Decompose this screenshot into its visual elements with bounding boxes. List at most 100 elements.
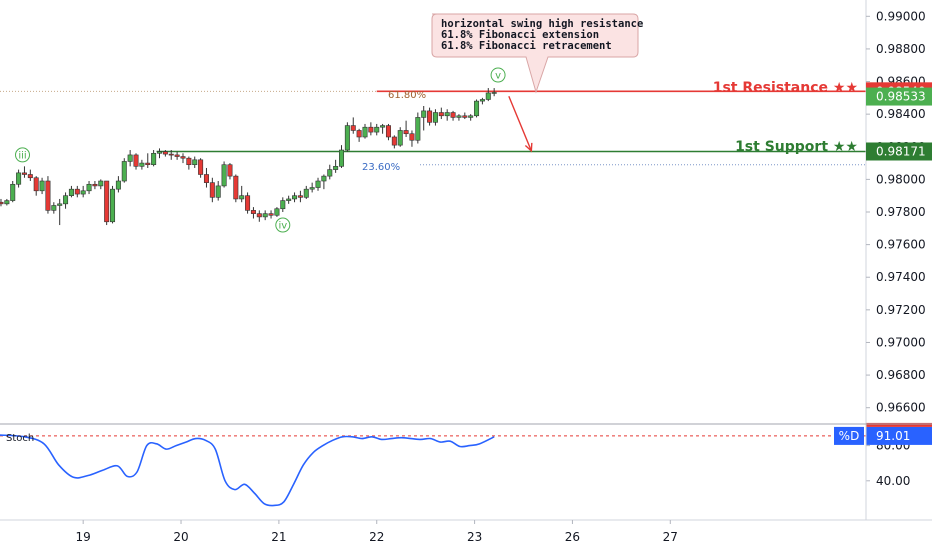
candle-body-77 xyxy=(450,112,456,118)
candle-body-73 xyxy=(427,110,433,123)
wave-circle-0 xyxy=(15,147,31,163)
candle-body-56 xyxy=(327,169,333,177)
stoch-label: Stoch xyxy=(6,433,34,444)
stoch-ref-badge-strip xyxy=(866,422,932,427)
candle-body-39 xyxy=(227,164,233,177)
time-tick-label-3: 22 xyxy=(369,530,384,544)
price-tick-label-6: 0.97800 xyxy=(876,205,926,219)
candle-body-78 xyxy=(456,115,462,118)
price-tick-label-11: 0.96800 xyxy=(876,368,926,382)
candle-body-82 xyxy=(479,99,485,102)
annotation-line-2: 61.8% Fibonacci extension xyxy=(441,29,599,41)
candle-body-26 xyxy=(151,152,157,166)
candle-body-3 xyxy=(16,172,22,185)
candle-body-40 xyxy=(233,175,239,200)
candle-body-65 xyxy=(380,125,386,128)
fib-618-label: 61.80% xyxy=(388,90,426,101)
stoch-line xyxy=(0,434,495,507)
last-price-badge-text: 0.98533 xyxy=(876,90,926,104)
candle-body-32 xyxy=(186,157,192,166)
candle-body-27 xyxy=(156,151,163,154)
candle-body-7 xyxy=(39,180,45,192)
stoch-tick-label-1: 40.00 xyxy=(876,474,910,488)
fib-236-label: 23.60% xyxy=(362,162,400,173)
candle-body-61 xyxy=(356,130,362,138)
candle-body-28 xyxy=(162,151,168,155)
candle-body-22 xyxy=(127,154,133,162)
candle-body-6 xyxy=(33,177,39,192)
support-label: 1st Support ★★ xyxy=(735,139,858,155)
candle-body-24 xyxy=(139,162,145,167)
projection-arrow-head xyxy=(524,142,533,153)
candle-body-21 xyxy=(121,161,127,182)
annotation-line-3: 61.8% Fibonacci retracement xyxy=(441,40,612,52)
stoch-d-badge-label: %D xyxy=(839,429,860,443)
candle-body-36 xyxy=(209,182,215,198)
candle-body-52 xyxy=(303,188,309,198)
time-tick-label-2: 21 xyxy=(271,530,286,544)
candle-body-42 xyxy=(245,195,251,211)
candle-body-15 xyxy=(86,183,92,192)
time-tick-label-1: 20 xyxy=(173,530,188,544)
time-tick-label-4: 23 xyxy=(467,530,482,544)
price-tick-label-9: 0.97200 xyxy=(876,303,926,317)
candle-body-48 xyxy=(280,200,286,210)
candle-body-72 xyxy=(421,110,427,118)
candle-body-81 xyxy=(474,100,480,117)
price-tick-label-8: 0.97400 xyxy=(876,270,926,284)
support-badge-bg xyxy=(866,142,932,161)
candle-body-19 xyxy=(110,188,116,223)
candle-body-25 xyxy=(145,162,151,166)
annotation-bubble xyxy=(431,13,639,94)
candle-body-18 xyxy=(104,180,110,223)
last-price-badge-bg xyxy=(866,87,932,106)
candle-body-74 xyxy=(432,112,438,123)
candle-body-17 xyxy=(98,180,104,187)
candle-body-20 xyxy=(115,180,121,190)
projection-arrow-line xyxy=(508,95,532,152)
candle-body-4 xyxy=(21,172,27,175)
candle-body-46 xyxy=(268,213,274,216)
candle-body-63 xyxy=(368,126,374,133)
candle-body-53 xyxy=(309,187,315,190)
candle-body-9 xyxy=(51,205,57,211)
candle-body-80 xyxy=(468,115,474,118)
candle-body-57 xyxy=(333,166,339,170)
candle-body-79 xyxy=(462,115,468,118)
candle-body-30 xyxy=(174,154,180,157)
candle-body-43 xyxy=(250,210,256,214)
time-tick-label-6: 27 xyxy=(663,530,678,544)
candle-body-54 xyxy=(315,180,321,188)
wave-circle-2 xyxy=(490,67,506,83)
candle-body-71 xyxy=(415,117,421,141)
wave-label-1: iv xyxy=(278,221,287,232)
candle-body-35 xyxy=(203,174,209,183)
candle-body-38 xyxy=(221,164,227,187)
price-tick-label-1: 0.98800 xyxy=(876,42,926,56)
candle-body-64 xyxy=(374,126,380,133)
candle-body-41 xyxy=(239,195,245,200)
candle-body-5 xyxy=(27,174,33,179)
candle-body-16 xyxy=(92,183,98,187)
candle-body-45 xyxy=(262,213,268,218)
candle-body-12 xyxy=(68,188,74,196)
candle-body-66 xyxy=(385,125,391,138)
price-tick-label-7: 0.97600 xyxy=(876,238,926,252)
candles-layer xyxy=(0,88,497,226)
candle-body-76 xyxy=(444,112,450,117)
support-badge-text: 0.98171 xyxy=(876,144,926,158)
candle-body-47 xyxy=(274,208,280,216)
candle-body-51 xyxy=(297,195,303,198)
candle-body-29 xyxy=(168,153,174,156)
candle-body-49 xyxy=(286,198,292,201)
annotation-line-1: horizontal swing high resistance xyxy=(441,18,643,30)
candle-body-70 xyxy=(409,133,415,141)
candle-body-2 xyxy=(10,183,16,201)
candle-body-83 xyxy=(485,92,491,100)
candle-body-33 xyxy=(192,159,198,166)
time-tick-label-5: 26 xyxy=(565,530,580,544)
candle-body-13 xyxy=(74,188,80,195)
candle-body-8 xyxy=(45,180,51,211)
